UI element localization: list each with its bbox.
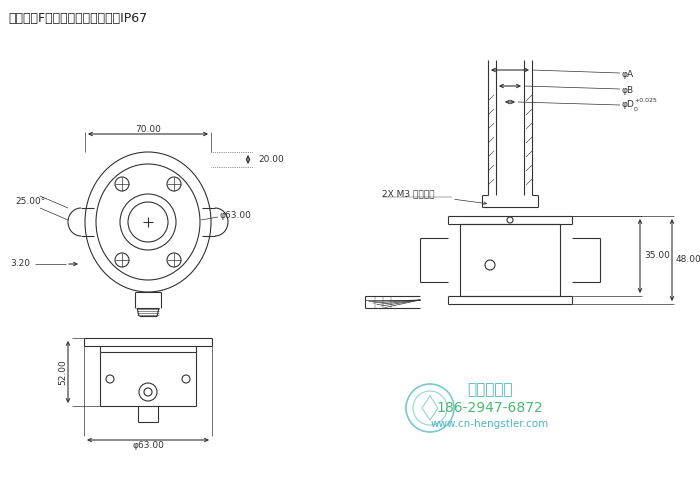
Text: 48.00: 48.00: [676, 255, 700, 265]
Text: φ63.00: φ63.00: [220, 212, 252, 220]
Text: 3.20: 3.20: [10, 260, 30, 269]
Text: 轴安装＝F：轴套型，前夹紧环；IP67: 轴安装＝F：轴套型，前夹紧环；IP67: [8, 12, 147, 25]
Text: 西安德伍拓: 西安德伍拓: [467, 383, 513, 397]
Text: 2X M3 固定螺钉: 2X M3 固定螺钉: [382, 190, 435, 198]
Text: +0.025: +0.025: [634, 98, 657, 103]
Text: φD: φD: [622, 100, 635, 109]
Text: 35.00: 35.00: [644, 251, 670, 261]
Text: www.cn-hengstler.com: www.cn-hengstler.com: [431, 419, 549, 429]
Text: 25.00°: 25.00°: [15, 197, 46, 206]
Text: 186-2947-6872: 186-2947-6872: [437, 401, 543, 415]
Text: 20.00: 20.00: [258, 154, 284, 164]
Text: φA: φA: [622, 71, 634, 79]
Text: 52.00: 52.00: [59, 359, 67, 385]
Text: φ63.00: φ63.00: [132, 441, 164, 449]
Text: 0: 0: [634, 107, 638, 112]
Text: φB: φB: [622, 87, 634, 96]
Text: 70.00: 70.00: [135, 124, 161, 133]
